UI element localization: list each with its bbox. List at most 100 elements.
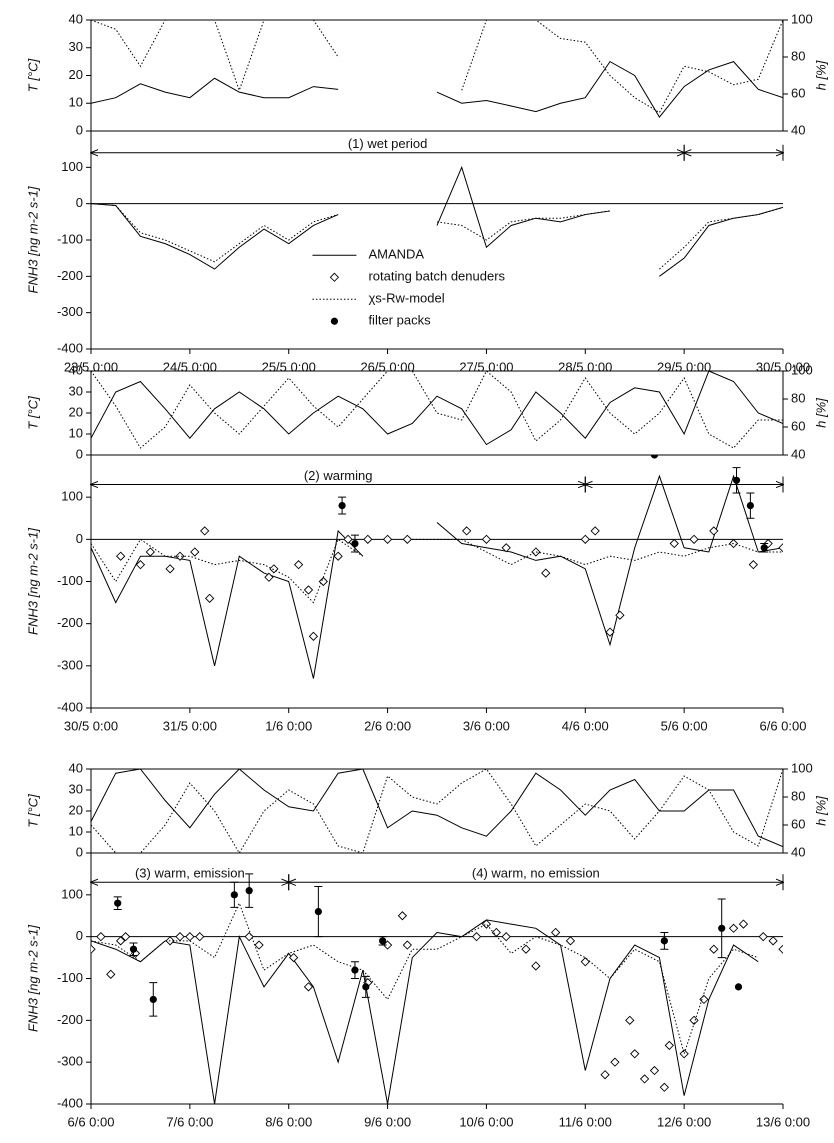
y-tick-label: 40 — [69, 11, 83, 26]
y-tick-label: 20 — [69, 802, 83, 817]
dot-marker — [351, 966, 359, 974]
diamond-marker — [630, 1049, 640, 1059]
y-tick-label: 10 — [69, 425, 83, 440]
panel: 0 10 20 30 40 40 60 80 100 T [°C] h [%] — [25, 362, 828, 461]
y-tick-label: 0 — [76, 195, 83, 210]
diamond-marker — [402, 940, 412, 950]
frame — [90, 19, 784, 132]
legend-label: AMANDA — [368, 247, 424, 262]
diamond-marker — [363, 534, 373, 544]
diamond-marker — [531, 547, 541, 557]
diamond-marker — [580, 534, 590, 544]
y-tick-label: -100 — [57, 970, 83, 985]
diamond-marker — [625, 1015, 635, 1025]
dot-marker — [351, 539, 359, 548]
y-axis-label: T [°C] — [25, 58, 40, 92]
dot-marker — [734, 983, 743, 991]
diamond-marker — [541, 568, 551, 578]
x-tick-label: 13/6 0:00 — [756, 1114, 810, 1129]
diamond-marker — [190, 547, 200, 557]
panel: 0 10 20 30 40 40 60 80 100 T [°C] h [%] — [25, 760, 828, 859]
y-tick-label: 100 — [61, 489, 83, 504]
diamond-marker — [135, 559, 146, 570]
y-tick-label: 10 — [69, 95, 83, 110]
plot-area — [91, 769, 783, 853]
y-tick-label: 40 — [69, 760, 83, 775]
dot-marker — [379, 937, 387, 945]
diamond-marker — [116, 936, 126, 946]
diamond-marker — [289, 952, 299, 963]
diamond-marker — [175, 551, 185, 561]
diamond-marker — [639, 1074, 650, 1084]
dotted-line — [91, 203, 339, 263]
diamond-marker — [91, 944, 96, 954]
line — [91, 77, 339, 104]
diamond-marker — [738, 919, 749, 929]
x-tick-label: 7/6 0:00 — [166, 1114, 213, 1129]
y2-axis-label: h [%] — [813, 796, 828, 826]
diamond-marker — [580, 957, 590, 967]
dot-marker — [245, 887, 253, 895]
x-tick-label: 29/5 0:00 — [657, 359, 711, 374]
dotted-line — [659, 206, 783, 270]
diamond-marker — [709, 944, 719, 954]
x-tick-label: 4/6 0:00 — [562, 718, 609, 733]
diamond-marker — [709, 526, 719, 536]
y2-axis-label: h [%] — [813, 398, 828, 428]
diamond-marker — [778, 543, 783, 553]
y-tick-label: -200 — [57, 615, 83, 630]
y-tick-label: 0 — [76, 446, 83, 461]
diamond-marker — [748, 559, 758, 570]
diamond-marker — [605, 627, 615, 637]
diamond-marker — [565, 936, 576, 946]
y2-tick-label: 100 — [791, 760, 813, 775]
dotted-line — [436, 210, 611, 241]
line — [436, 60, 783, 118]
period-label: (2) warming — [304, 468, 373, 483]
y-tick-label: -400 — [57, 1095, 83, 1110]
x-tick-label: 28/5 0:00 — [558, 359, 612, 374]
diamond-marker — [481, 534, 492, 544]
y-tick-label: 30 — [69, 383, 83, 398]
diamond-marker — [293, 559, 304, 570]
diamond-marker — [165, 564, 175, 574]
diamond-marker — [402, 534, 412, 544]
diamond-marker — [96, 932, 106, 942]
dot-marker — [314, 907, 322, 916]
dot-marker — [114, 899, 122, 907]
y2-tick-label: 40 — [791, 446, 805, 461]
diamond-marker — [382, 940, 393, 950]
y-tick-label: -400 — [57, 699, 83, 714]
frame — [90, 370, 784, 456]
panel: 0 10 20 30 40 40 60 80 100 T [°C] h [%] — [25, 11, 828, 137]
y2-tick-label: 80 — [791, 788, 805, 803]
diamond-marker — [175, 932, 185, 942]
y-tick-label: -400 — [57, 340, 83, 355]
y2-tick-label: 40 — [791, 844, 805, 859]
y-tick-label: -300 — [57, 304, 83, 319]
diamond-marker — [343, 534, 353, 544]
dot-marker — [660, 937, 668, 945]
y-tick-label: -200 — [57, 268, 83, 283]
diamond-marker — [664, 1040, 674, 1051]
diamond-marker — [303, 585, 314, 595]
diamond-marker — [382, 534, 393, 544]
diamond-marker — [615, 610, 625, 620]
plot-area — [91, 873, 783, 1104]
y-tick-label: 20 — [69, 404, 83, 419]
y-tick-label: -100 — [57, 231, 83, 246]
diamond-marker — [669, 538, 679, 549]
x-tick-label: 26/5 0:00 — [360, 359, 414, 374]
plot-area — [91, 371, 783, 449]
dotted-line — [91, 371, 783, 449]
line — [91, 529, 364, 679]
diamond-marker — [501, 932, 511, 942]
y-tick-label: -100 — [57, 573, 83, 588]
y-tick-label: 0 — [76, 122, 83, 137]
line — [659, 206, 783, 277]
legend-label: filter packs — [368, 313, 431, 328]
dotted-line — [412, 538, 783, 566]
plot-area — [91, 20, 783, 118]
y-tick-label: -200 — [57, 1012, 83, 1027]
